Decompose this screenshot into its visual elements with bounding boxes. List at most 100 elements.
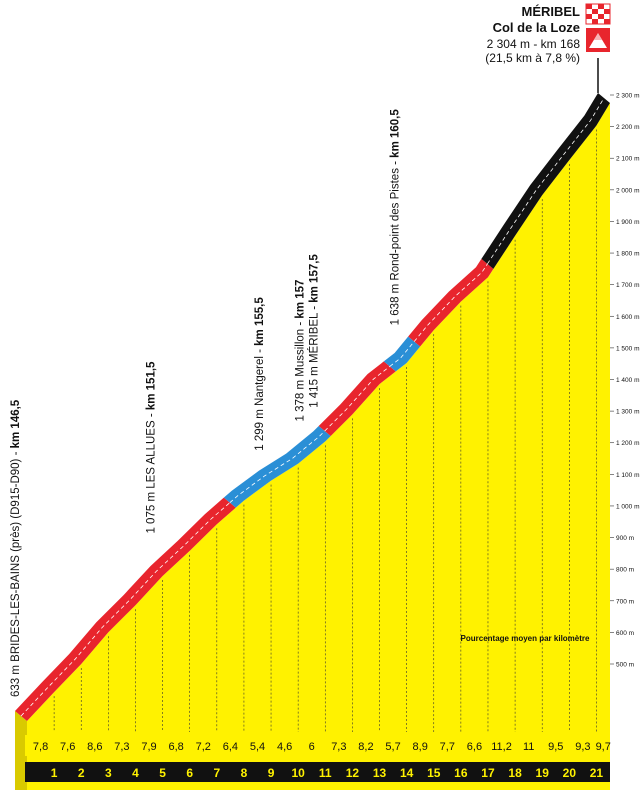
gradient-label: 9,3 xyxy=(575,741,590,753)
waypoint-annotation: 1 299 m Nantgerel - km 155,5 xyxy=(254,297,266,451)
km-label: 8 xyxy=(241,766,248,780)
y-axis-tick-label: 1 800 m xyxy=(616,251,640,258)
road-center-line xyxy=(324,366,391,432)
km-label: 4 xyxy=(132,766,139,780)
road-center-line xyxy=(229,430,325,503)
summit-info: 2 304 m - km 168 xyxy=(487,37,581,51)
gradient-label: 7,3 xyxy=(331,741,346,753)
waypoint-km: km 157 xyxy=(295,280,307,319)
gradient-label: 6 xyxy=(309,741,315,753)
km-label: 13 xyxy=(373,766,387,780)
km-label: 18 xyxy=(508,766,522,780)
gradient-label: 7,3 xyxy=(114,741,129,753)
km-label: 7 xyxy=(213,766,220,780)
chart-title: MÉRIBEL xyxy=(522,4,581,19)
waypoint-km: km 146,5 xyxy=(10,399,22,448)
km-label: 15 xyxy=(427,766,441,780)
y-axis-tick-label: 1 200 m xyxy=(616,440,640,447)
y-axis-tick-label: 2 100 m xyxy=(616,156,640,163)
gradient-label: 11,2 xyxy=(491,741,512,753)
waypoint-annotation: 1 415 m MÉRIBEL - km 157,5 xyxy=(307,254,320,408)
km-band xyxy=(25,762,610,782)
gradient-label: 8,9 xyxy=(413,741,428,753)
waypoint-text: 1 638 m Rond-point des Pistes - xyxy=(390,158,402,325)
waypoint-text: 1 299 m Nantgerel - xyxy=(254,346,266,451)
waypoint-text: 1 415 m MÉRIBEL - xyxy=(307,303,320,408)
summit-mountain-icon xyxy=(586,28,610,52)
km-label: 3 xyxy=(105,766,112,780)
km-label: 6 xyxy=(186,766,193,780)
finish-marker xyxy=(585,3,611,93)
gradient-label: 7,7 xyxy=(440,741,455,753)
y-axis-tick-label: 1 400 m xyxy=(616,377,640,384)
y-axis-tick-label: 700 m xyxy=(616,598,634,605)
road-segment xyxy=(15,497,236,721)
km-label: 21 xyxy=(590,766,604,780)
gradient-label: 8,6 xyxy=(87,741,102,753)
km-label: 14 xyxy=(400,766,414,780)
km-label: 17 xyxy=(481,766,495,780)
road-center-line xyxy=(20,502,231,717)
summit-header: MÉRIBEL Col de la Loze 2 304 m - km 168 … xyxy=(485,4,580,65)
gradient-label: 5,4 xyxy=(250,741,265,753)
km-label: 12 xyxy=(346,766,360,780)
gradient-label: 7,9 xyxy=(141,741,156,753)
y-axis-tick-label: 2 000 m xyxy=(616,187,640,194)
waypoint-annotation: 1 378 m Mussillon - km 157 xyxy=(295,280,307,422)
waypoint-annotation: 633 m BRIDES-LES-BAINS (près) (D915-D90)… xyxy=(10,399,22,697)
profile-front-face xyxy=(27,103,610,790)
average-gradient-label: Pourcentage moyen par kilomètre xyxy=(461,634,590,643)
waypoint-km: km 160,5 xyxy=(390,109,402,158)
gradient-label: 7,6 xyxy=(60,741,75,753)
chart-body: 500 m 600 m 700 m 800 m 900 m 1 000 m 1 100 m 1… xyxy=(10,93,640,790)
gradient-label: 6,4 xyxy=(223,741,238,753)
y-axis-tick-label: 500 m xyxy=(616,662,634,669)
road-segment xyxy=(223,426,331,508)
y-axis-tick-label: 900 m xyxy=(616,535,634,542)
gradient-label: 5,7 xyxy=(385,741,400,753)
climb-info: (21,5 km à 7,8 %) xyxy=(485,51,580,65)
gradient-label: 7,2 xyxy=(196,741,211,753)
km-label: 5 xyxy=(159,766,166,780)
profile-side-face xyxy=(15,711,27,790)
waypoint-annotation: 1 075 m LES ALLUES - km 151,5 xyxy=(146,361,158,534)
y-axis-tick-label: 2 300 m xyxy=(616,93,640,100)
gradient-label: 8,2 xyxy=(358,741,373,753)
y-axis-tick-label: 1 700 m xyxy=(616,282,640,289)
gradient-label: 6,8 xyxy=(168,741,183,753)
waypoint-annotation: 1 638 m Rond-point des Pistes - km 160,5 xyxy=(390,109,402,326)
y-axis-tick-label: 600 m xyxy=(616,630,634,637)
y-axis-tick-label: 1 600 m xyxy=(616,314,640,321)
road-center-line xyxy=(413,263,488,342)
km-label: 10 xyxy=(291,766,305,780)
km-label: 1 xyxy=(51,766,58,780)
waypoint-km: km 151,5 xyxy=(146,361,158,410)
km-label: 20 xyxy=(563,766,577,780)
km-label: 2 xyxy=(78,766,85,780)
finish-flag-icon xyxy=(585,3,611,25)
km-label: 19 xyxy=(536,766,550,780)
y-axis-tick-label: 1 500 m xyxy=(616,345,640,352)
y-axis-tick-label: 800 m xyxy=(616,567,634,574)
gradient-band xyxy=(25,735,610,756)
gradient-label: 7,8 xyxy=(33,741,48,753)
y-axis-tick-label: 1 000 m xyxy=(616,503,640,510)
y-axis-tick-label: 1 900 m xyxy=(616,219,640,226)
waypoint-km: km 157,5 xyxy=(308,254,320,303)
y-axis-tick-label: 2 200 m xyxy=(616,124,640,131)
km-label: 16 xyxy=(454,766,468,780)
waypoint-km: km 155,5 xyxy=(254,297,266,346)
km-label: 9 xyxy=(268,766,275,780)
y-axis-tick-label: 1 100 m xyxy=(616,472,640,479)
gradient-label: 11 xyxy=(523,741,534,753)
km-label: 11 xyxy=(319,766,332,780)
waypoint-text: 633 m BRIDES-LES-BAINS (près) (D915-D90)… xyxy=(10,448,22,697)
gradient-label: 9,7 xyxy=(596,741,611,753)
y-axis-tick-label: 1 300 m xyxy=(616,409,640,416)
waypoint-text: 1 075 m LES ALLUES - xyxy=(146,410,158,533)
chart-subtitle: Col de la Loze xyxy=(493,20,580,35)
gradient-label: 6,6 xyxy=(467,741,482,753)
road-segment xyxy=(318,361,396,437)
gradient-label: 9,5 xyxy=(548,741,563,753)
